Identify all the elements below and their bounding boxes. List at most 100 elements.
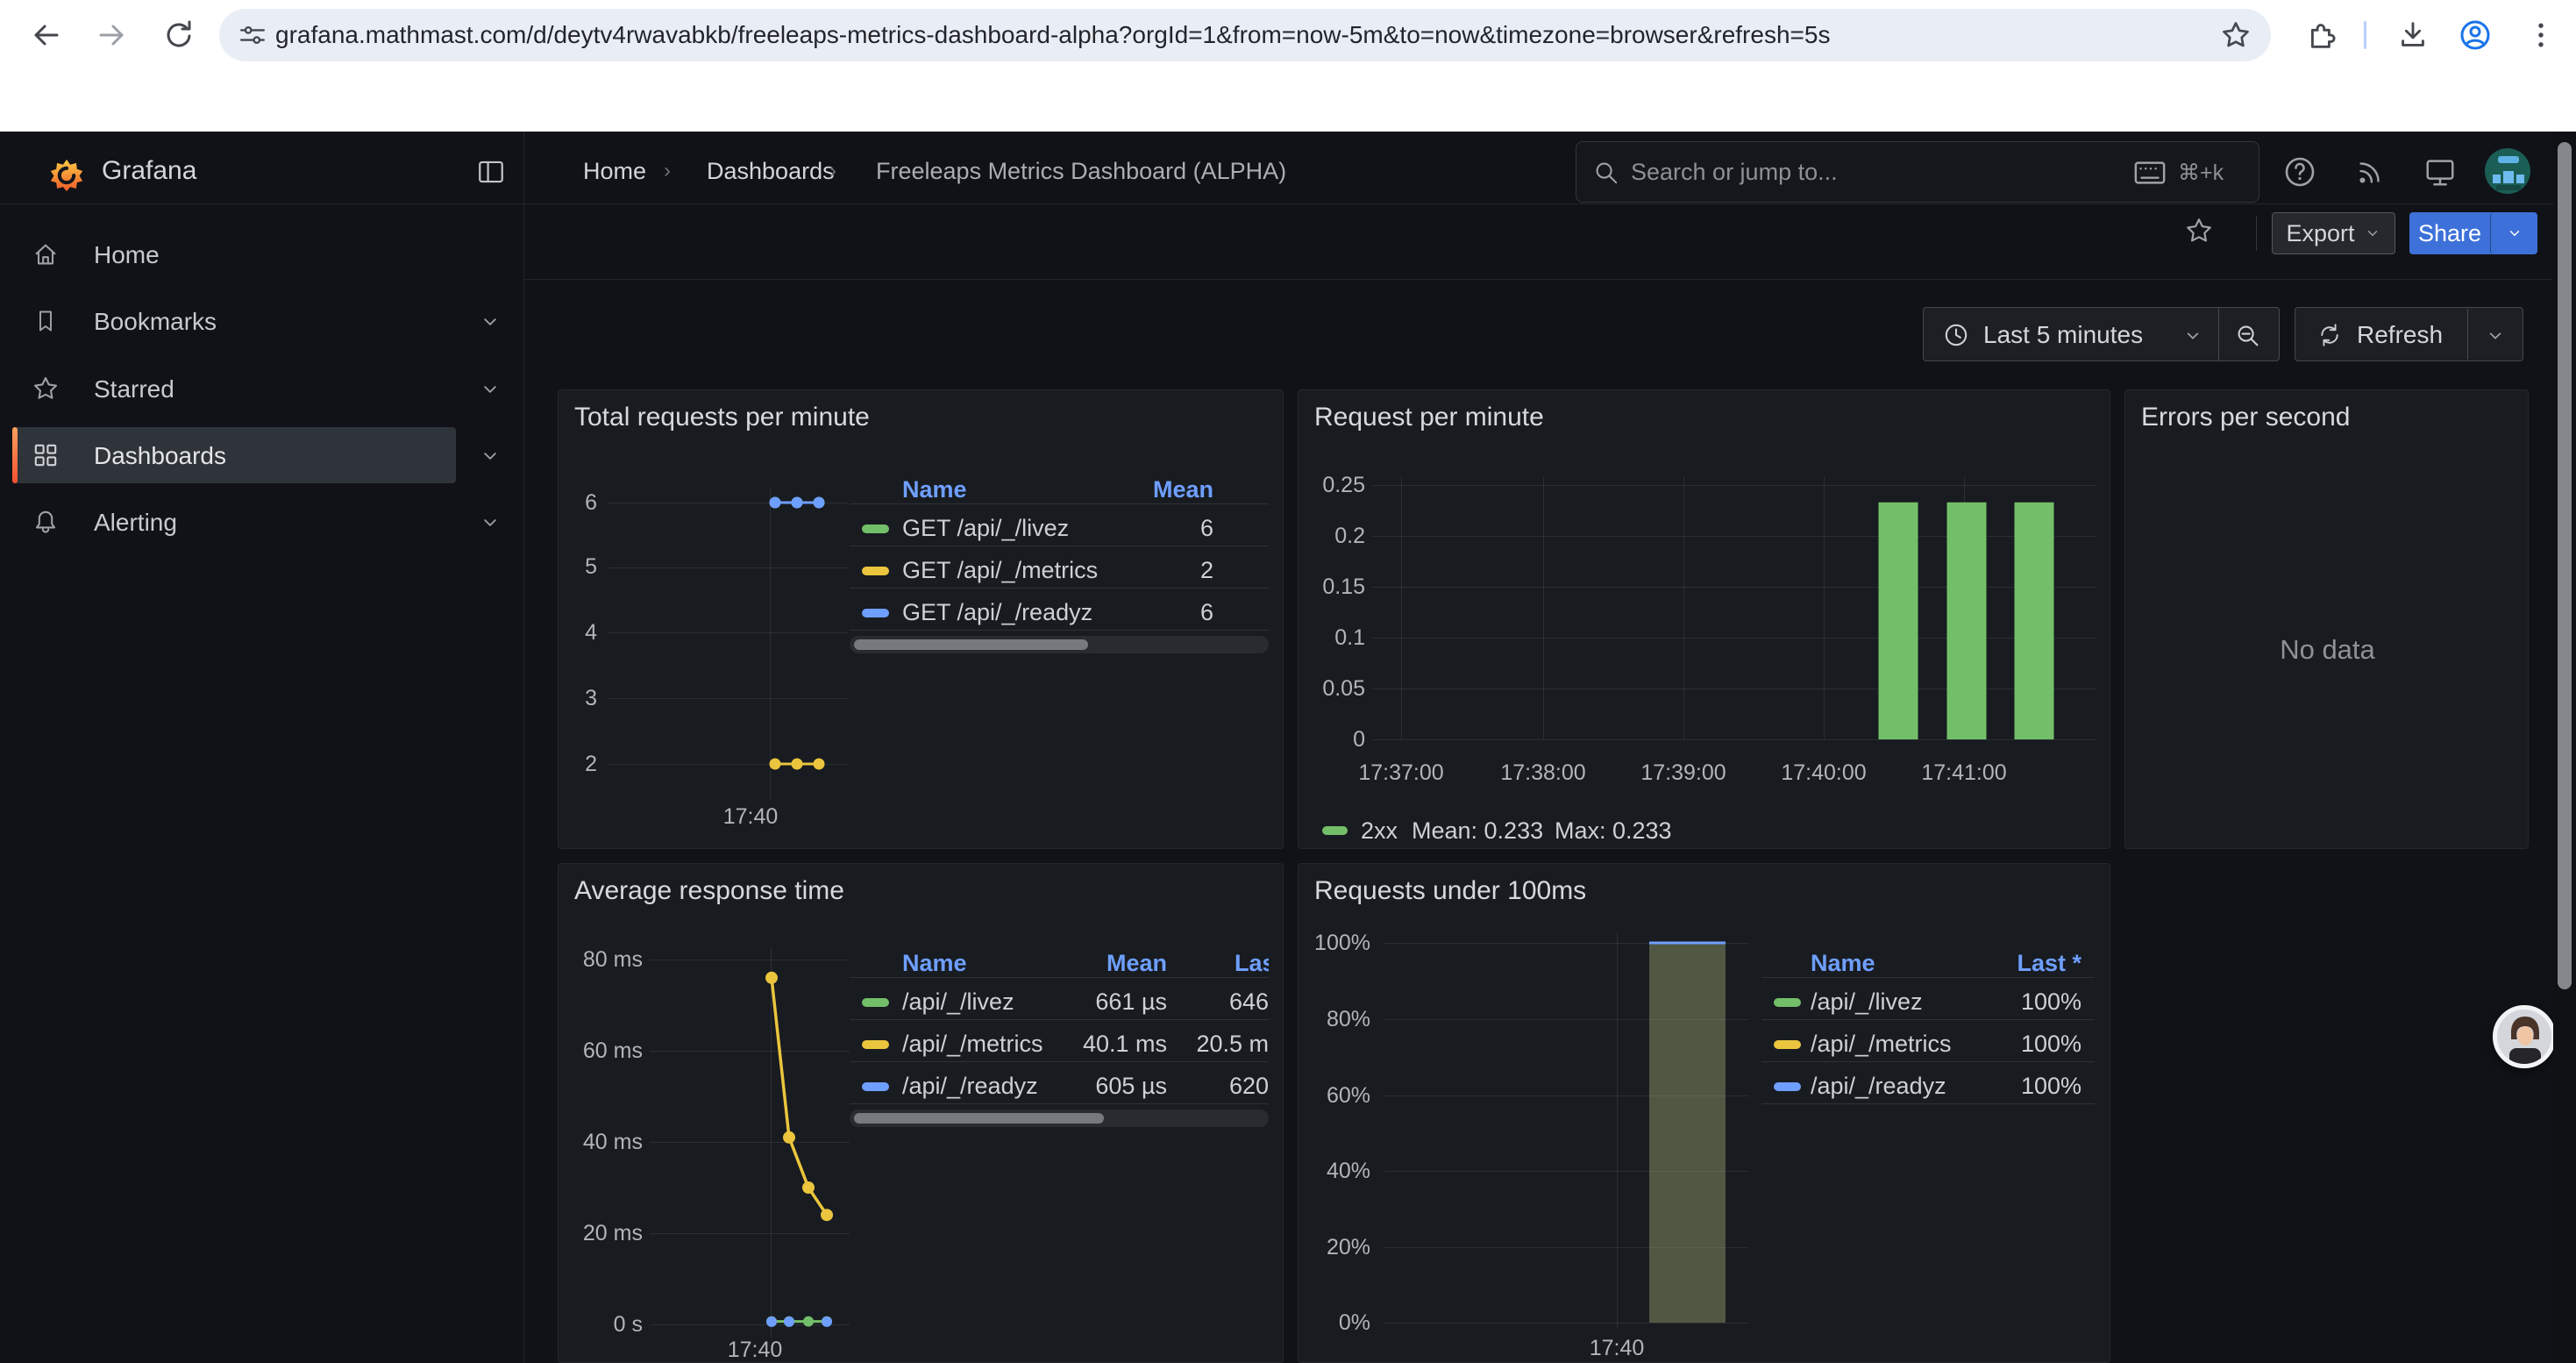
address-bar[interactable]: grafana.mathmast.com/d/deytv4rwavabkb/fr… bbox=[219, 9, 2271, 61]
table-divider bbox=[1761, 1061, 2095, 1062]
panel-errors-per-second: Errors per second No data bbox=[2124, 389, 2529, 849]
legend-header-last[interactable]: Last * bbox=[1235, 950, 1269, 977]
series-last: 620 bbox=[1176, 1073, 1269, 1100]
series-swatch[interactable] bbox=[862, 525, 889, 533]
breadcrumb-dashboards[interactable]: Dashboards bbox=[707, 158, 835, 185]
chevron-down-icon[interactable] bbox=[2181, 324, 2205, 348]
chevron-down-icon[interactable] bbox=[477, 309, 503, 335]
series-mean: 40.1 ms bbox=[1062, 1031, 1167, 1058]
zoom-out-icon[interactable] bbox=[2232, 320, 2264, 352]
time-group-divider bbox=[2218, 308, 2219, 360]
series-name[interactable]: /api/_/metrics bbox=[1811, 1031, 1952, 1058]
page-scrollbar-thumb[interactable] bbox=[2558, 142, 2572, 989]
export-label: Export bbox=[2286, 220, 2354, 247]
series-swatch[interactable] bbox=[862, 1082, 889, 1091]
legend-scrollbar[interactable] bbox=[850, 636, 1269, 653]
series-name[interactable]: GET /api/_/livez bbox=[902, 515, 1069, 542]
grafana-app: Grafana Home › Dashboards › Freeleaps Me… bbox=[0, 132, 2576, 1363]
refresh-group: Refresh bbox=[2295, 307, 2523, 361]
series-swatch[interactable] bbox=[862, 998, 889, 1007]
chevron-down-icon[interactable] bbox=[2483, 324, 2508, 348]
legend-header-mean[interactable]: Mean bbox=[1108, 476, 1213, 503]
user-avatar[interactable] bbox=[2485, 148, 2530, 194]
series-swatch[interactable] bbox=[1774, 1040, 1801, 1049]
share-menu-button[interactable] bbox=[2490, 212, 2537, 254]
news-rss-icon[interactable] bbox=[2352, 153, 2388, 190]
sidebar-toggle-icon[interactable] bbox=[473, 154, 509, 189]
table-divider bbox=[1761, 1019, 2095, 1020]
legend-header-last[interactable]: Last * bbox=[1976, 950, 2081, 977]
series-swatch[interactable] bbox=[1322, 826, 1348, 835]
dashboards-icon bbox=[30, 439, 61, 471]
breadcrumb-home[interactable]: Home bbox=[583, 158, 646, 185]
export-button[interactable]: Export bbox=[2272, 212, 2395, 254]
sidebar-item-alerting[interactable]: Alerting bbox=[94, 509, 177, 537]
sidebar-item-dashboards[interactable]: Dashboards bbox=[94, 442, 226, 470]
extensions-icon[interactable] bbox=[2300, 16, 2338, 54]
chevron-down-icon[interactable] bbox=[477, 443, 503, 469]
series-name[interactable]: /api/_/metrics bbox=[902, 1031, 1043, 1058]
search-input[interactable]: Search or jump to... ⌘+k bbox=[1576, 141, 2259, 203]
alerting-bell-icon bbox=[30, 506, 61, 538]
chevron-down-icon bbox=[2506, 225, 2523, 242]
sidebar-item-bookmarks[interactable]: Bookmarks bbox=[94, 308, 217, 336]
sidebar-item-starred[interactable]: Starred bbox=[94, 375, 174, 403]
time-range-label[interactable]: Last 5 minutes bbox=[1983, 321, 2143, 349]
reload-icon[interactable] bbox=[160, 16, 198, 54]
panel-title[interactable]: Errors per second bbox=[2141, 403, 2350, 432]
legend-header-mean[interactable]: Mean bbox=[1062, 950, 1167, 977]
series-name[interactable]: /api/_/livez bbox=[902, 988, 1014, 1016]
series-last: 100% bbox=[1976, 1031, 2081, 1058]
series-last: 100% bbox=[1976, 988, 2081, 1016]
series-swatch[interactable] bbox=[862, 609, 889, 617]
series-swatch[interactable] bbox=[1774, 998, 1801, 1007]
sidebar-divider bbox=[523, 132, 524, 1363]
table-divider bbox=[850, 1019, 1269, 1020]
series-swatch[interactable] bbox=[862, 1040, 889, 1049]
legend-header-name[interactable]: Name bbox=[902, 950, 967, 977]
favorite-star-icon[interactable] bbox=[2182, 214, 2216, 247]
page-scrollbar-track[interactable] bbox=[2553, 132, 2576, 1363]
series-mean: 6 bbox=[1108, 599, 1213, 626]
bar-chart-plot[interactable] bbox=[1299, 390, 2111, 850]
url-text: grafana.mathmast.com/d/deytv4rwavabkb/fr… bbox=[275, 21, 2204, 49]
sidebar-active-highlight bbox=[12, 427, 456, 483]
chevron-down-icon[interactable] bbox=[477, 510, 503, 536]
legend-header-name[interactable]: Name bbox=[1811, 950, 1875, 977]
share-split-button: Share bbox=[2409, 212, 2537, 254]
table-divider bbox=[850, 630, 1269, 631]
legend-series[interactable]: 2xx bbox=[1361, 817, 1398, 845]
panel-total-requests: Total requests per minute 6 5 4 3 2 17:4… bbox=[558, 389, 1284, 849]
chevron-down-icon[interactable] bbox=[477, 376, 503, 403]
bookmark-star-icon[interactable] bbox=[2220, 19, 2252, 51]
menu-icon[interactable] bbox=[2522, 16, 2560, 54]
display-icon[interactable] bbox=[2422, 153, 2459, 190]
legend-scrollbar[interactable] bbox=[850, 1110, 1269, 1127]
site-settings-icon[interactable] bbox=[238, 21, 267, 49]
series-name[interactable]: GET /api/_/readyz bbox=[902, 599, 1092, 626]
series-name[interactable]: GET /api/_/metrics bbox=[902, 557, 1098, 584]
grafana-logo[interactable] bbox=[49, 156, 84, 195]
series-swatch[interactable] bbox=[1774, 1082, 1801, 1091]
forward-icon[interactable] bbox=[93, 16, 132, 54]
help-icon[interactable] bbox=[2281, 153, 2318, 190]
share-label: Share bbox=[2418, 220, 2481, 247]
assistant-avatar[interactable] bbox=[2493, 1005, 2556, 1068]
sidebar-item-home[interactable]: Home bbox=[94, 241, 160, 269]
actionbar-bottom-divider bbox=[524, 279, 2551, 280]
profile-icon[interactable] bbox=[2456, 16, 2494, 54]
legend-table: Name Last * /api/_/livez 100% /api/_/met… bbox=[1761, 938, 2095, 1113]
brand-label[interactable]: Grafana bbox=[102, 156, 196, 186]
refresh-label[interactable]: Refresh bbox=[2357, 321, 2443, 349]
series-swatch[interactable] bbox=[862, 567, 889, 575]
legend-header-name[interactable]: Name bbox=[902, 476, 967, 503]
series-name[interactable]: /api/_/readyz bbox=[902, 1073, 1038, 1100]
back-icon[interactable] bbox=[26, 16, 65, 54]
series-name[interactable]: /api/_/readyz bbox=[1811, 1073, 1946, 1100]
series-name[interactable]: /api/_/livez bbox=[1811, 988, 1923, 1016]
series-mean: 605 µs bbox=[1062, 1073, 1167, 1100]
breadcrumb-separator: › bbox=[664, 159, 671, 183]
download-icon[interactable] bbox=[2394, 16, 2432, 54]
share-button[interactable]: Share bbox=[2409, 212, 2490, 254]
series-mean: 6 bbox=[1108, 515, 1213, 542]
